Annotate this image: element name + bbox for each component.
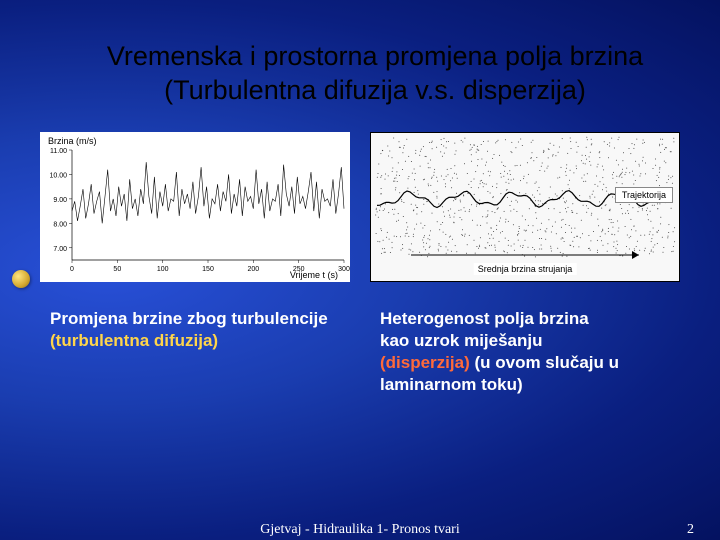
svg-text:8.00: 8.00 <box>53 221 67 228</box>
caption-right: Heterogenost polja brzina kao uzrok mije… <box>380 308 670 396</box>
velocity-time-chart: Brzina (m/s) 7.008.009.0010.0011.0005010… <box>40 132 350 282</box>
caption-right-highlight: (disperzija) <box>380 353 470 372</box>
caption-left: Promjena brzine zbog turbulencije (turbu… <box>50 308 340 396</box>
line-chart-svg: 7.008.009.0010.0011.00050100150200250300 <box>40 132 350 282</box>
figures-row: Brzina (m/s) 7.00 8.00 9.00 10.00 11.00 0 50 10… <box>0 132 720 282</box>
svg-text:10.00: 10.00 <box>49 172 67 179</box>
slide-bullet <box>12 270 30 288</box>
caption-right-l1: Heterogenost polja brzina <box>380 309 589 328</box>
page-number: 2 <box>687 522 694 538</box>
svg-text:150: 150 <box>202 266 214 273</box>
svg-text:50: 50 <box>113 266 121 273</box>
caption-right-l3s: (u ovom slučaju u <box>470 353 619 372</box>
svg-text:300: 300 <box>338 266 350 273</box>
caption-right-l4: laminarnom toku) <box>380 375 523 394</box>
y-axis-label: Brzina (m/s) <box>48 136 97 146</box>
svg-text:0: 0 <box>70 266 74 273</box>
trajectory-label: Trajektorija <box>615 187 673 203</box>
caption-left-text: Promjena brzine zbog turbulencije <box>50 309 328 328</box>
title-line2: (Turbulentna difuzija v.s. disperzija) <box>164 75 586 105</box>
svg-text:7.00: 7.00 <box>53 245 67 252</box>
caption-right-l2: kao uzrok miješanju <box>380 331 543 350</box>
svg-text:200: 200 <box>247 266 259 273</box>
captions-row: Promjena brzine zbog turbulencije (turbu… <box>0 282 720 396</box>
footer-text: Gjetvaj - Hidraulika 1- Pronos tvari <box>260 522 459 538</box>
trajectory-field-chart: Trajektorija Srednja brzina strujanja <box>370 132 680 282</box>
slide-title: Vremenska i prostorna promjena polja brz… <box>0 0 720 108</box>
flow-direction-label: Srednja brzina strujanja <box>474 263 577 275</box>
x-axis-label: Vrijeme t (s) <box>290 270 338 280</box>
svg-text:9.00: 9.00 <box>53 196 67 203</box>
svg-text:11.00: 11.00 <box>50 148 67 155</box>
title-line1: Vremenska i prostorna promjena polja brz… <box>107 41 643 71</box>
caption-left-highlight: (turbulentna difuzija) <box>50 331 218 350</box>
scatter-field-svg <box>371 133 679 281</box>
svg-text:100: 100 <box>157 266 169 273</box>
